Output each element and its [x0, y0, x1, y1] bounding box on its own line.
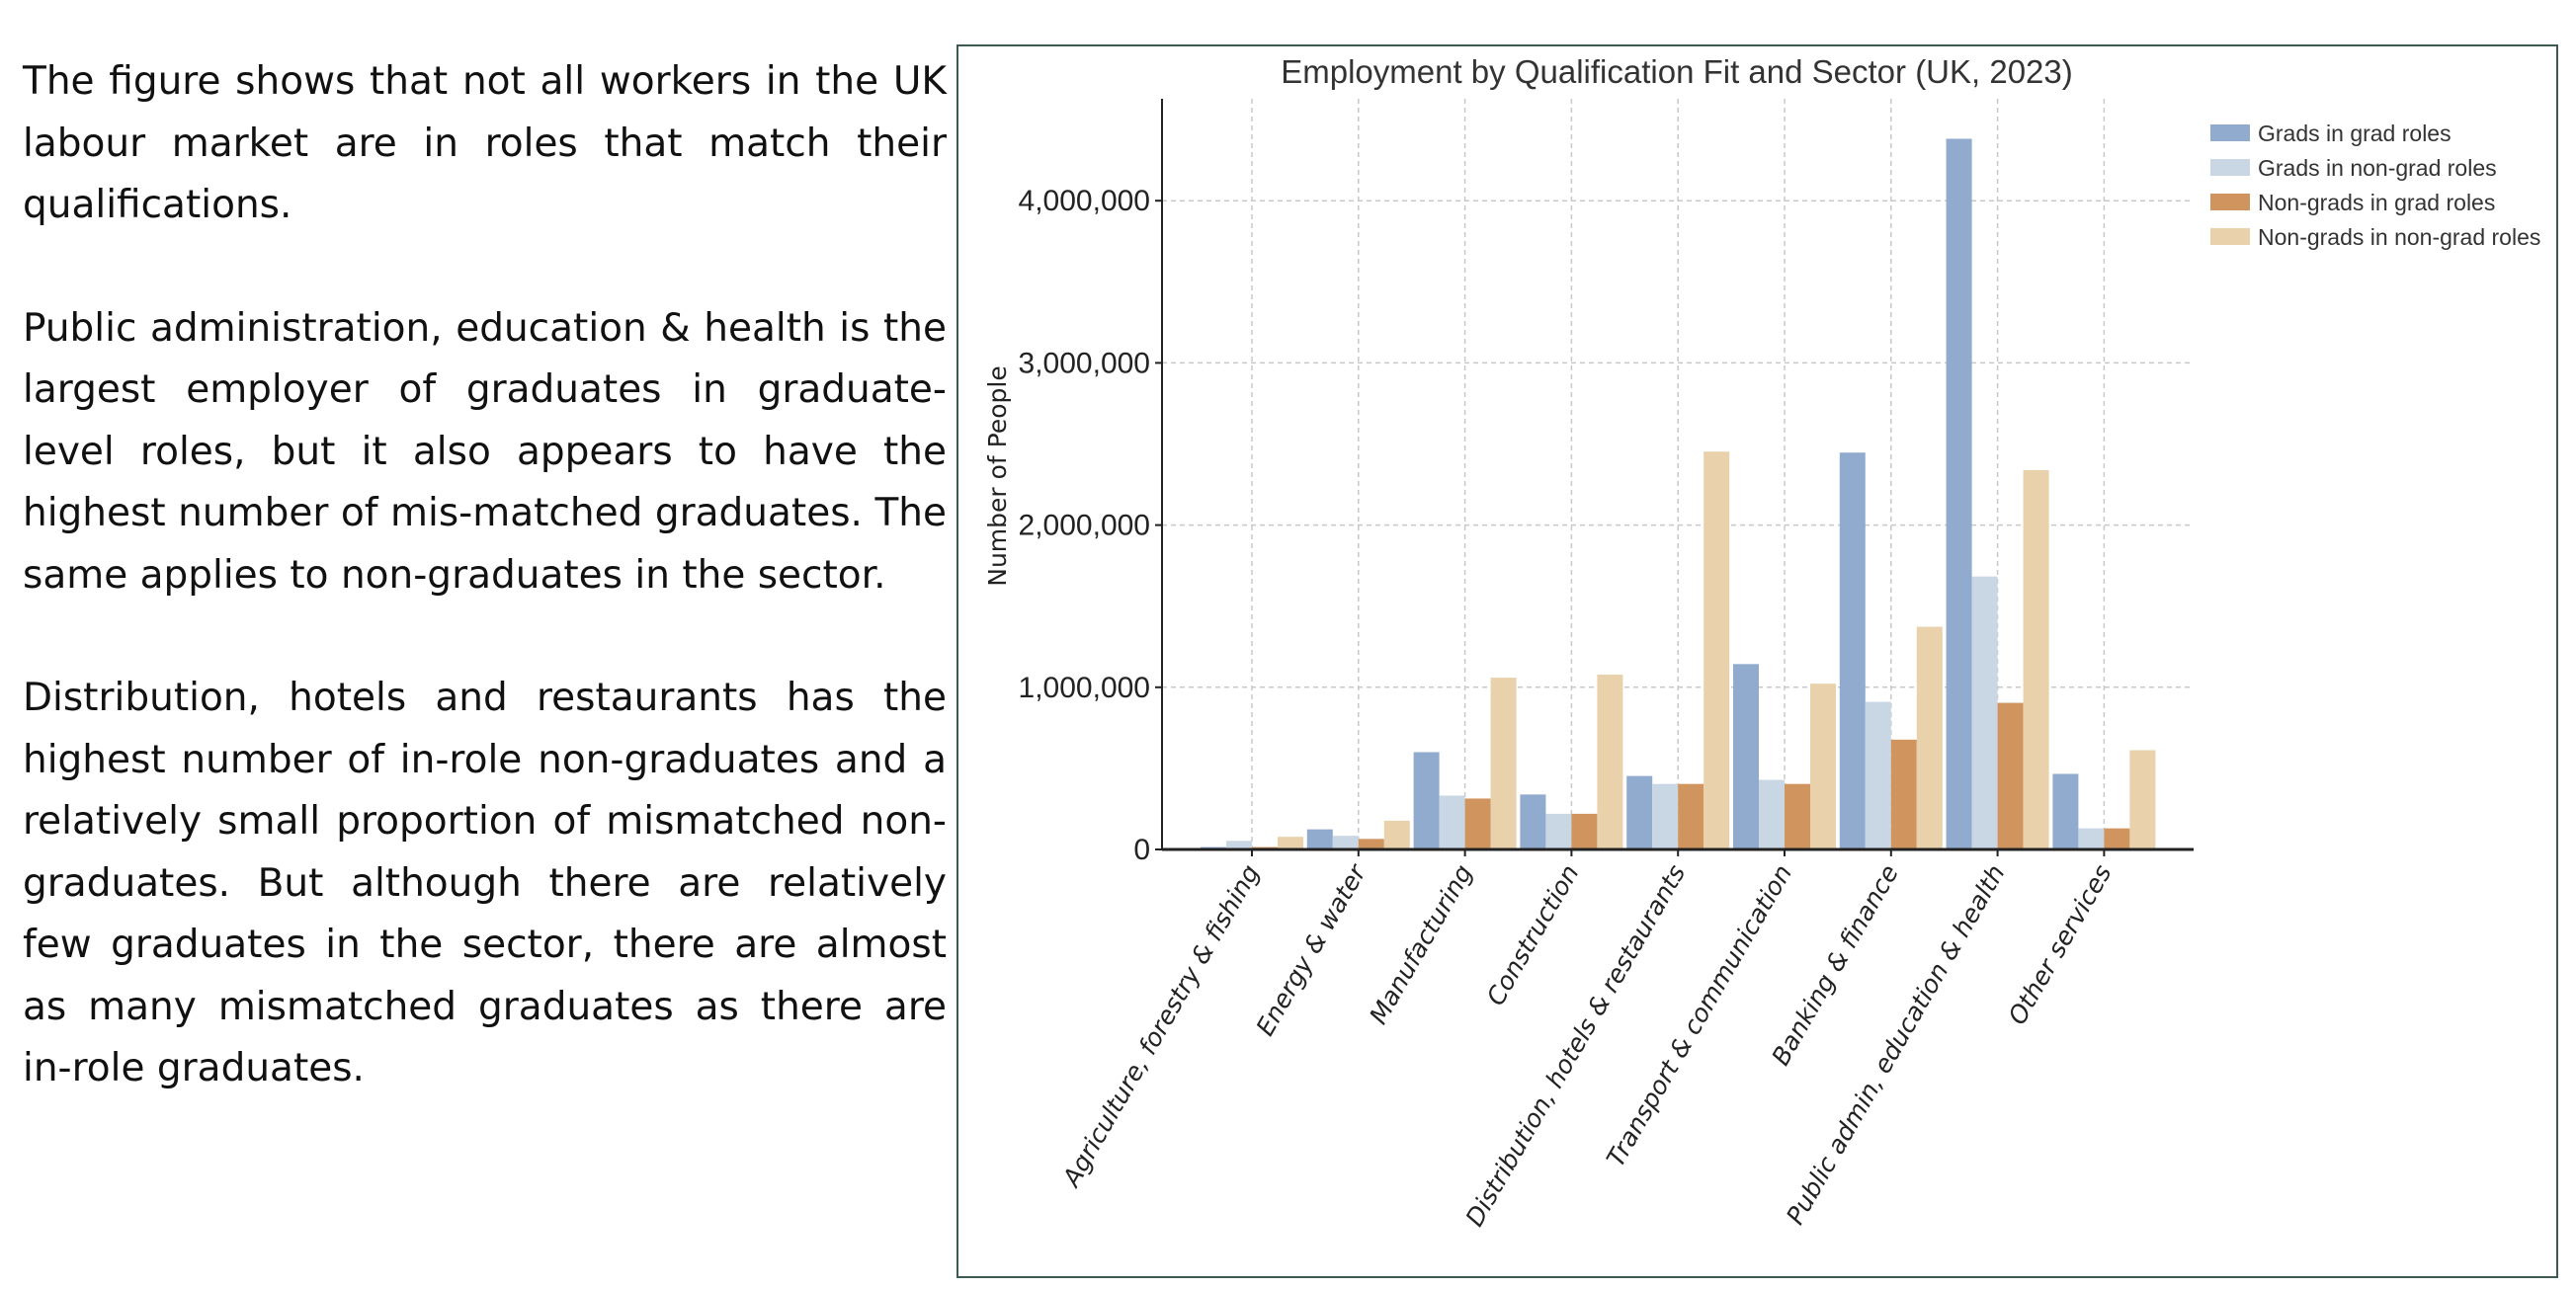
bar-non-grads-in-grad-roles: [1890, 739, 1917, 849]
bar-non-grads-in-grad-roles: [1464, 798, 1491, 849]
bar-grads-in-non-grad-roles: [1545, 813, 1572, 849]
y-tick-label: 1,000,000: [1019, 672, 1150, 704]
gridlines: [1162, 99, 2194, 849]
legend-label: Grads in grad roles: [2258, 121, 2451, 146]
bar-grads-in-grad-roles: [2052, 773, 2079, 849]
legend-swatch: [2210, 124, 2250, 141]
bar-non-grads-in-grad-roles: [1997, 702, 2024, 849]
bar-non-grads-in-non-grad-roles: [1383, 820, 1410, 849]
legend-label: Non-grads in grad roles: [2258, 190, 2495, 215]
bar-grads-in-grad-roles: [1733, 664, 1759, 849]
x-tick-label: Manufacturing: [1364, 860, 1478, 1029]
bar-grads-in-grad-roles: [1413, 752, 1440, 849]
axes: 0 1,000,000 2,000,000 3,000,000 4,000,000 Agr…: [1019, 99, 2194, 1231]
bar-grads-in-grad-roles: [1306, 829, 1333, 849]
paragraph-1: The figure shows that not all workers in…: [23, 59, 947, 227]
bar-non-grads-in-non-grad-roles: [1278, 837, 1303, 849]
bar-non-grads-in-non-grad-roles: [1597, 674, 1623, 849]
x-tick-label: Other services: [2003, 860, 2118, 1030]
bar-grads-in-non-grad-roles: [1759, 779, 1785, 849]
x-tick-label: Public admin, education & health: [1781, 860, 2011, 1230]
bar-non-grads-in-non-grad-roles: [1703, 451, 1730, 849]
bar-grads-in-non-grad-roles: [1332, 836, 1359, 849]
bar-grads-in-grad-roles: [1626, 775, 1653, 849]
y-tick-label: 3,000,000: [1019, 347, 1150, 379]
bar-non-grads-in-grad-roles: [1678, 783, 1704, 849]
y-tick-label: 2,000,000: [1019, 510, 1150, 542]
bars: [1201, 138, 2156, 850]
y-tick-label: 4,000,000: [1019, 185, 1150, 217]
legend-swatch: [2210, 228, 2250, 245]
bar-non-grads-in-grad-roles: [2104, 828, 2130, 849]
x-tick-label: Agriculture, forestry & fishing: [1056, 860, 1265, 1193]
paragraph-3: Distribution, hotels and restaurants has…: [23, 676, 947, 1090]
bar-non-grads-in-non-grad-roles: [2023, 469, 2049, 849]
bar-non-grads-in-non-grad-roles: [2129, 750, 2156, 849]
x-tick-label: Energy & water: [1251, 858, 1372, 1041]
legend: Grads in grad roles Grads in non-grad rol…: [2210, 121, 2540, 250]
x-tick-label: Distribution, hotels & restaurants: [1460, 860, 1692, 1232]
bar-grads-in-non-grad-roles: [2078, 828, 2105, 849]
legend-label: Grads in non-grad roles: [2258, 155, 2497, 181]
bar-grads-in-non-grad-roles: [1971, 576, 1998, 849]
y-tick-label: 0: [1133, 834, 1150, 866]
commentary-text: The figure shows that not all workers in…: [23, 51, 947, 1162]
paragraph-2: Public administration, education & healt…: [23, 305, 947, 598]
y-axis-label: Number of People: [983, 365, 1012, 586]
bar-non-grads-in-non-grad-roles: [1490, 678, 1517, 849]
legend-swatch: [2210, 194, 2250, 210]
bar-grads-in-non-grad-roles: [1226, 841, 1252, 849]
legend-label: Non-grads in non-grad roles: [2258, 224, 2540, 250]
chart-title: Employment by Qualification Fit and Sect…: [1281, 53, 2073, 90]
bar-non-grads-in-grad-roles: [1785, 783, 1810, 849]
bar-non-grads-in-grad-roles: [1358, 839, 1384, 849]
legend-swatch: [2210, 159, 2250, 176]
bar-grads-in-non-grad-roles: [1865, 701, 1891, 849]
bar-grads-in-grad-roles: [1520, 794, 1546, 849]
bar-non-grads-in-non-grad-roles: [1916, 626, 1943, 849]
bar-grads-in-grad-roles: [1839, 452, 1866, 849]
x-tick-label: Transport & communication: [1601, 860, 1797, 1172]
bar-non-grads-in-non-grad-roles: [1810, 684, 1836, 849]
bar-grads-in-non-grad-roles: [1652, 783, 1679, 849]
chart-frame: [956, 44, 2558, 1278]
bar-grads-in-grad-roles: [1946, 138, 1972, 850]
x-tick-label: Construction: [1481, 860, 1585, 1010]
bar-grads-in-non-grad-roles: [1439, 795, 1465, 849]
bar-non-grads-in-grad-roles: [1571, 813, 1598, 849]
